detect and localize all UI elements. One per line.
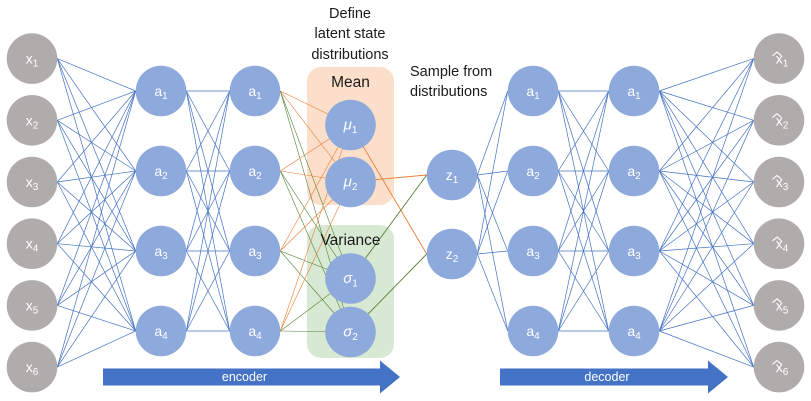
svg-text:encoder: encoder <box>222 370 267 384</box>
svg-text:decoder: decoder <box>584 370 629 384</box>
